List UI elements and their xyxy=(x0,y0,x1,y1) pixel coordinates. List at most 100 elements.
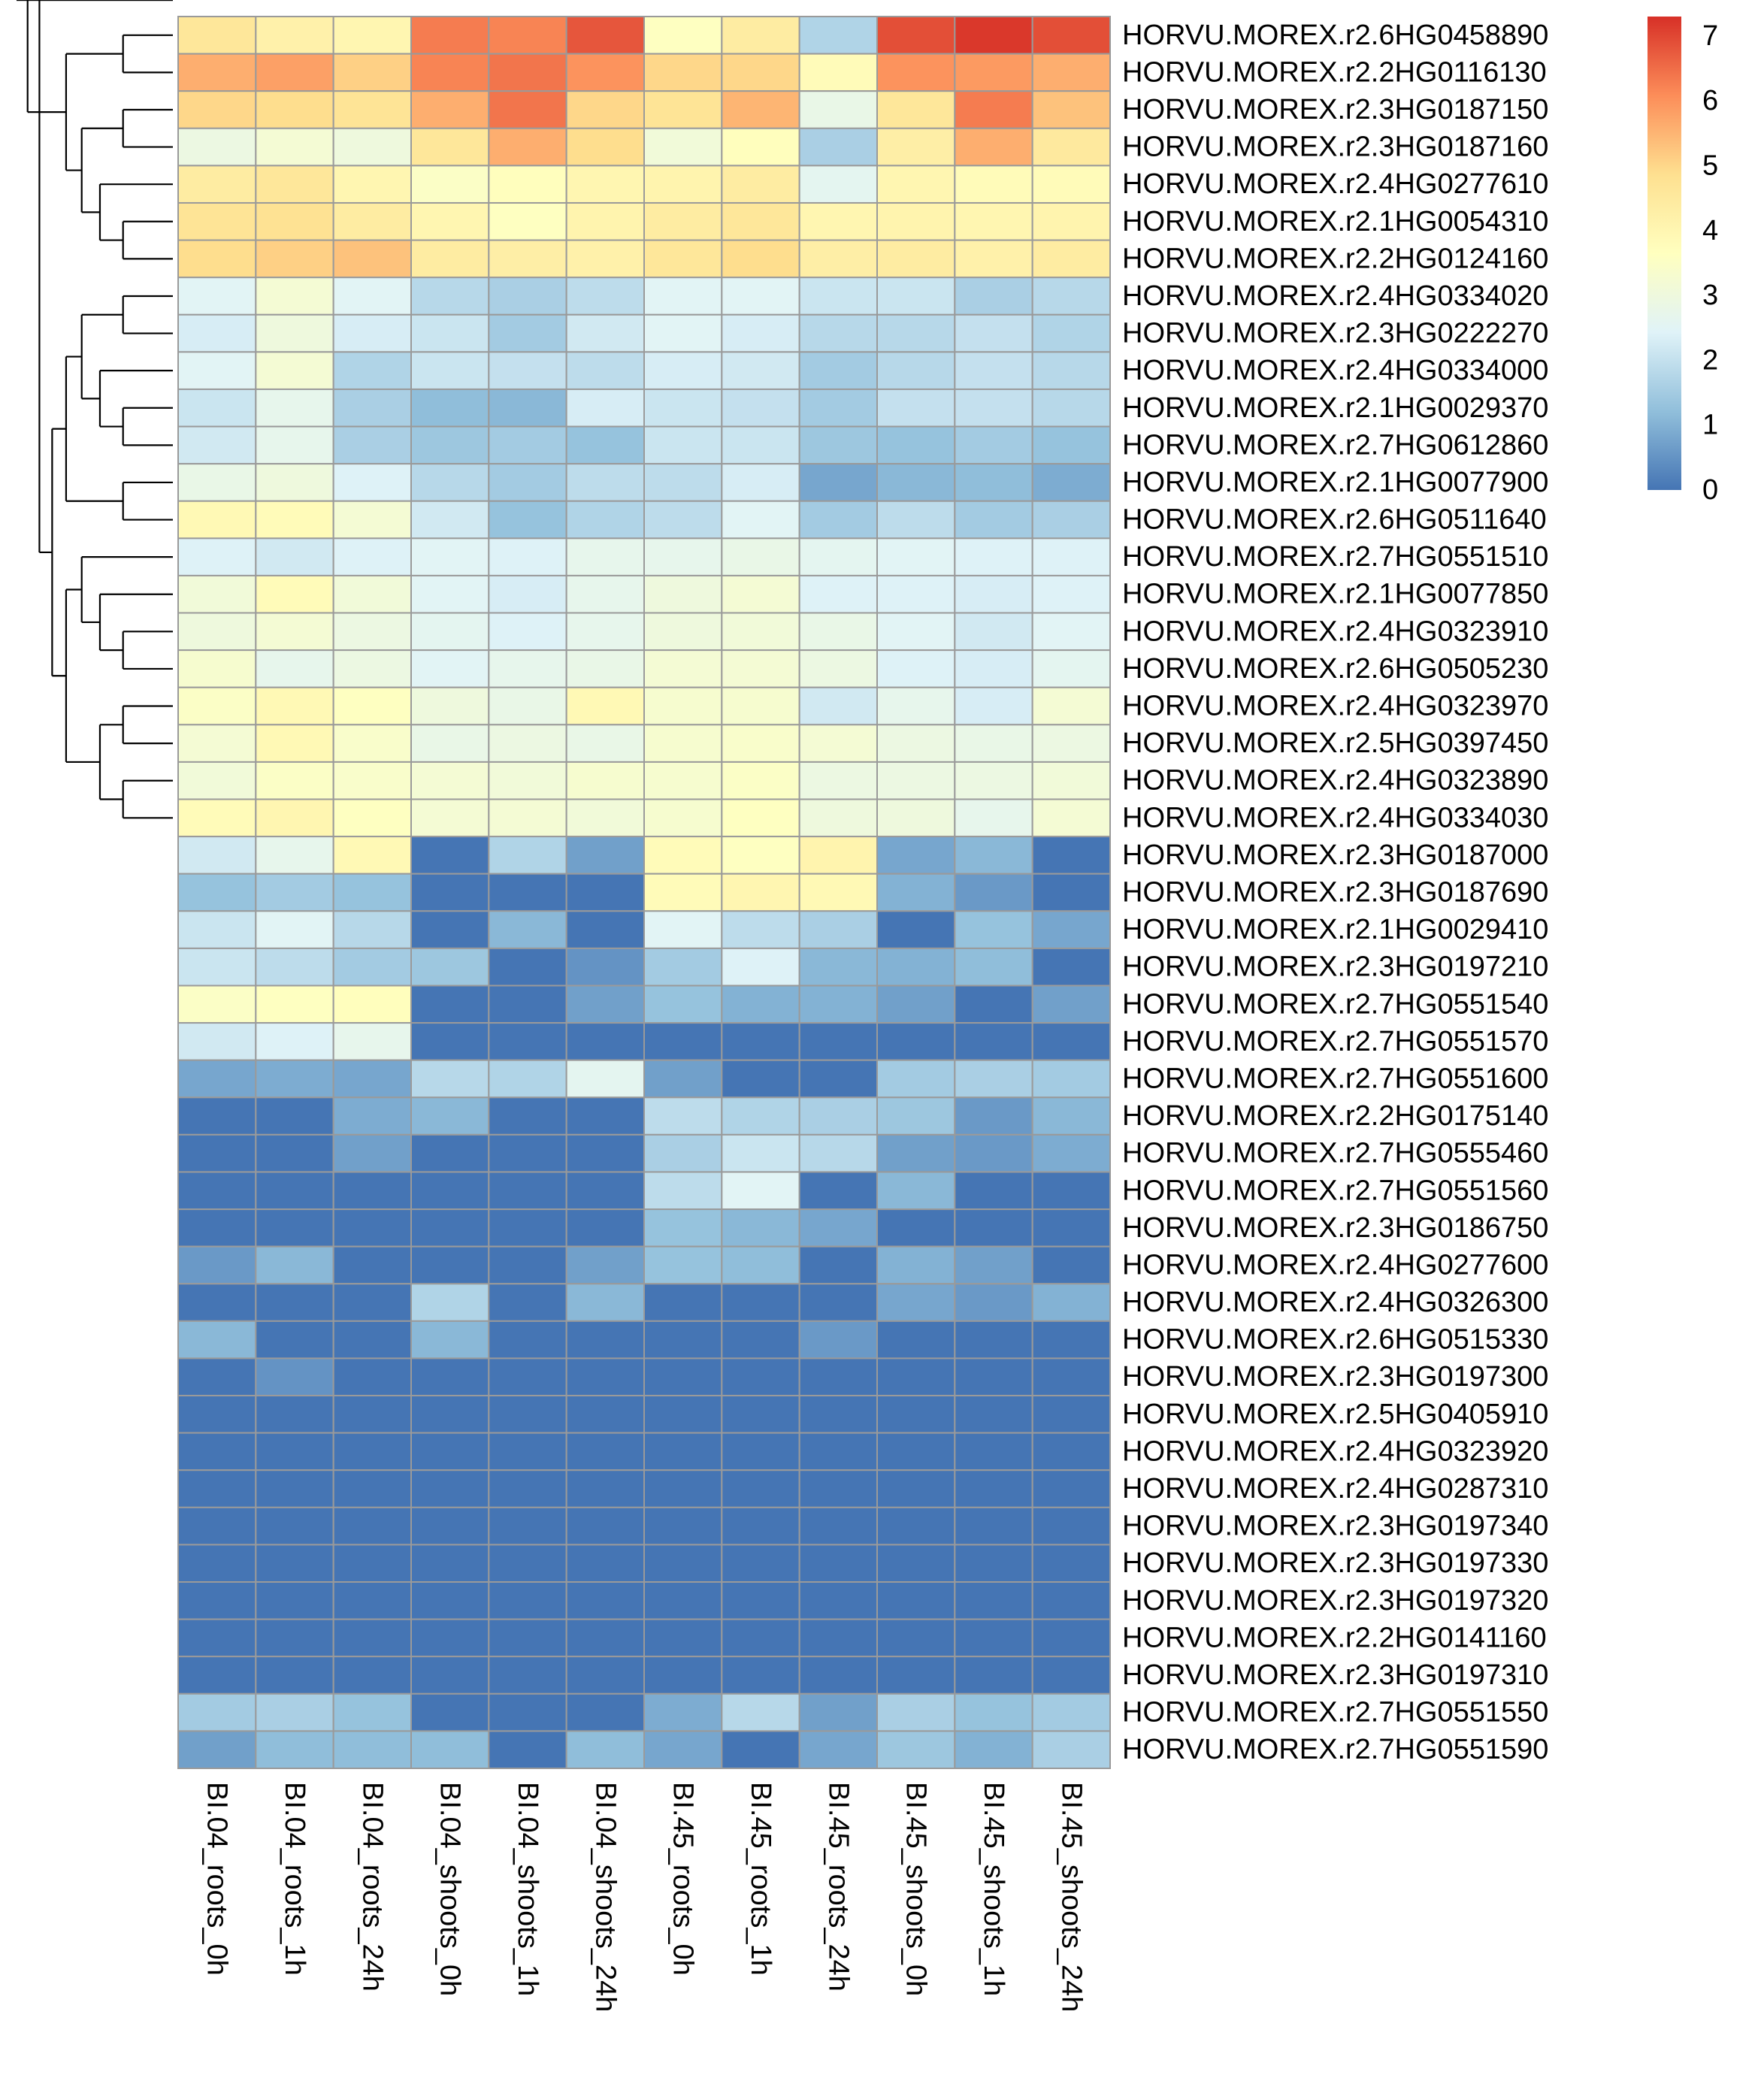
column-label: BI.45_roots_24h xyxy=(822,1782,854,1992)
heatmap-cell xyxy=(177,165,257,204)
heatmap-cell xyxy=(332,1283,412,1322)
heatmap-cell xyxy=(177,1096,257,1136)
heatmap-cell xyxy=(177,463,257,502)
heatmap-cell xyxy=(876,425,956,465)
heatmap-cell xyxy=(643,574,723,614)
heatmap-cell xyxy=(255,612,334,652)
heatmap-cell xyxy=(332,1730,412,1770)
heatmap-cell xyxy=(721,90,800,129)
row-label: HORVU.MOREX.r2.3HG0186750 xyxy=(1122,1212,1548,1244)
row-label: HORVU.MOREX.r2.6HG0505230 xyxy=(1122,653,1548,685)
column-label: BI.04_roots_0h xyxy=(201,1782,233,1976)
heatmap-cell xyxy=(798,649,878,688)
heatmap-cell xyxy=(643,761,723,800)
row-label: HORVU.MOREX.r2.4HG0334030 xyxy=(1122,802,1548,833)
heatmap-cell xyxy=(565,1133,646,1173)
heatmap-cell xyxy=(954,798,1033,838)
heatmap-cell xyxy=(177,985,257,1024)
heatmap-cell xyxy=(410,1133,490,1173)
heatmap-cell xyxy=(332,351,412,390)
heatmap-cell xyxy=(798,500,878,540)
heatmap-cell xyxy=(255,425,334,465)
heatmap-cell xyxy=(1031,1096,1111,1136)
heatmap-cell xyxy=(798,425,878,465)
heatmap-cell xyxy=(798,1320,878,1360)
heatmap-cell xyxy=(1031,277,1111,316)
heatmap-cell xyxy=(177,90,257,129)
heatmap-cell xyxy=(1031,463,1111,502)
heatmap-cell xyxy=(410,873,490,912)
heatmap-cell xyxy=(954,1320,1033,1360)
heatmap-cell xyxy=(954,90,1033,129)
heatmap-cell xyxy=(643,686,723,726)
heatmap-cell xyxy=(876,1245,956,1285)
heatmap-cell xyxy=(177,1581,257,1620)
column-label: BI.04_shoots_1h xyxy=(512,1782,543,1996)
heatmap-cell xyxy=(177,1618,257,1658)
heatmap-cell xyxy=(876,1320,956,1360)
heatmap-cell xyxy=(643,201,723,241)
heatmap-cell xyxy=(643,1692,723,1732)
heatmap-cell xyxy=(721,1096,800,1136)
heatmap-cell xyxy=(332,1022,412,1061)
heatmap-cell xyxy=(177,239,257,279)
heatmap-cell xyxy=(565,1432,646,1471)
heatmap-cell xyxy=(876,1618,956,1658)
heatmap-cell xyxy=(410,1283,490,1322)
heatmap-cell xyxy=(876,836,956,875)
heatmap-cell xyxy=(798,1283,878,1322)
heatmap-cell xyxy=(410,1432,490,1471)
heatmap-cell xyxy=(876,388,956,428)
heatmap-cell xyxy=(1031,425,1111,465)
heatmap-cell xyxy=(643,16,723,55)
heatmap-cell xyxy=(177,425,257,465)
heatmap-cell xyxy=(954,537,1033,576)
column-label: BI.04_shoots_24h xyxy=(589,1782,621,2012)
heatmap-cell xyxy=(1031,1469,1111,1508)
heatmap-cell xyxy=(410,90,490,129)
heatmap-cell xyxy=(643,53,723,92)
heatmap-cell xyxy=(177,1395,257,1434)
heatmap-cell xyxy=(565,1618,646,1658)
row-label: HORVU.MOREX.r2.4HG0287310 xyxy=(1122,1473,1548,1505)
heatmap-cell xyxy=(332,1581,412,1620)
heatmap-cell xyxy=(954,1692,1033,1732)
heatmap-cell xyxy=(876,1096,956,1136)
heatmap-cell xyxy=(1031,1506,1111,1546)
heatmap-cell xyxy=(643,500,723,540)
heatmap-cell xyxy=(798,201,878,241)
heatmap-cell xyxy=(177,1432,257,1471)
heatmap-cell xyxy=(1031,724,1111,763)
heatmap-cell xyxy=(876,574,956,614)
row-label: HORVU.MOREX.r2.7HG0551590 xyxy=(1122,1734,1548,1765)
heatmap-cell xyxy=(798,53,878,92)
heatmap-cell xyxy=(954,985,1033,1024)
heatmap-cell xyxy=(255,947,334,987)
heatmap-cell xyxy=(565,1059,646,1099)
heatmap-cell xyxy=(721,686,800,726)
heatmap-cell xyxy=(255,16,334,55)
heatmap-cell xyxy=(721,127,800,167)
heatmap-cell xyxy=(876,1469,956,1508)
heatmap-cell xyxy=(255,239,334,279)
heatmap-cell xyxy=(954,1730,1033,1770)
heatmap-cell xyxy=(410,425,490,465)
heatmap-cell xyxy=(1031,798,1111,838)
heatmap-cell xyxy=(410,16,490,55)
heatmap-cell xyxy=(565,1469,646,1508)
heatmap-cell xyxy=(255,1171,334,1211)
heatmap-cell xyxy=(177,836,257,875)
heatmap-cell xyxy=(721,724,800,763)
heatmap-cell xyxy=(565,16,646,55)
heatmap-cell xyxy=(488,612,567,652)
heatmap-cell xyxy=(1031,1245,1111,1285)
heatmap-cell xyxy=(798,910,878,949)
heatmap-cell xyxy=(177,1245,257,1285)
row-label: HORVU.MOREX.r2.3HG0187160 xyxy=(1122,132,1548,163)
heatmap-cell xyxy=(488,947,567,987)
heatmap-cell xyxy=(876,1506,956,1546)
heatmap-cell xyxy=(177,388,257,428)
heatmap-cell xyxy=(876,724,956,763)
heatmap-cell xyxy=(410,798,490,838)
heatmap-cell xyxy=(954,612,1033,652)
